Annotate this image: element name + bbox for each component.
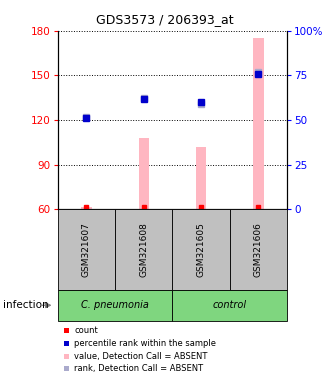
Bar [58, 290, 173, 321]
Bar [64, 354, 69, 359]
Text: control: control [213, 300, 247, 310]
Bar [115, 209, 173, 290]
Text: GSM321607: GSM321607 [82, 222, 91, 277]
Text: GDS3573 / 206393_at: GDS3573 / 206393_at [96, 13, 234, 26]
Bar [139, 138, 149, 209]
Bar [173, 290, 287, 321]
Text: value, Detection Call = ABSENT: value, Detection Call = ABSENT [74, 352, 208, 361]
Bar [64, 341, 69, 346]
Bar [81, 207, 92, 209]
Text: count: count [74, 326, 98, 335]
Text: GSM321608: GSM321608 [139, 222, 148, 277]
Bar [64, 328, 69, 333]
Text: GSM321606: GSM321606 [254, 222, 263, 277]
Text: percentile rank within the sample: percentile rank within the sample [74, 339, 216, 348]
Bar [253, 38, 264, 209]
Bar [58, 209, 115, 290]
Bar [230, 209, 287, 290]
Bar [173, 209, 230, 290]
Text: infection: infection [3, 300, 49, 310]
Bar [64, 366, 69, 371]
Text: rank, Detection Call = ABSENT: rank, Detection Call = ABSENT [74, 364, 203, 373]
Text: GSM321605: GSM321605 [197, 222, 206, 277]
Bar [196, 147, 206, 209]
Text: C. pneumonia: C. pneumonia [81, 300, 149, 310]
